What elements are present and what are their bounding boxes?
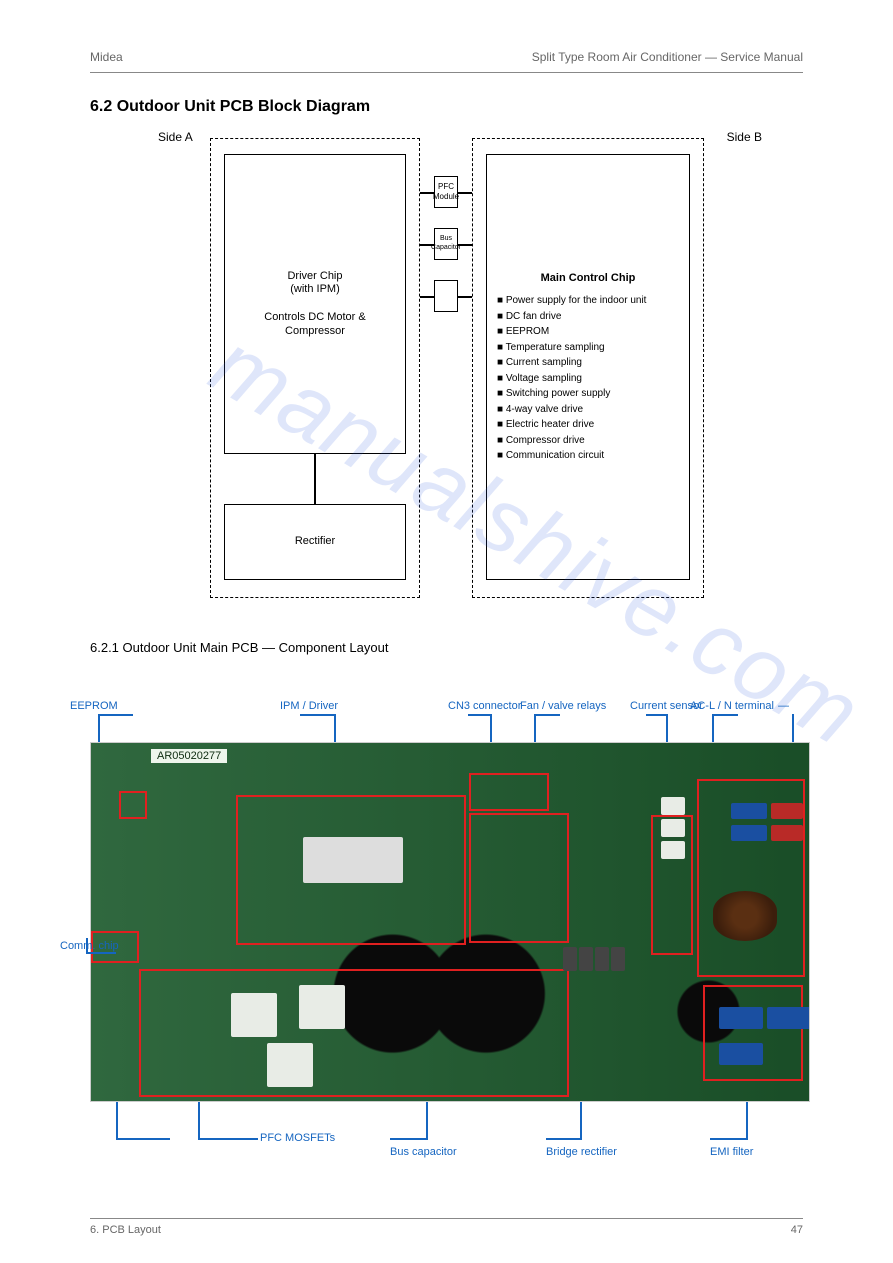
block-diagram: Side A Driver Chip (with IPM) Controls D… bbox=[210, 130, 710, 600]
pcb-board: AR05020277 bbox=[90, 742, 810, 1102]
side-b-item: ■ DC fan drive bbox=[497, 309, 679, 325]
side-b-box: Main Control Chip ■ Power supply for the… bbox=[486, 154, 690, 580]
lead-t1-h bbox=[98, 714, 133, 716]
header-brand: Midea bbox=[90, 50, 123, 64]
lead-t5-h bbox=[646, 714, 668, 716]
side-b-item: ■ Current sampling bbox=[497, 355, 679, 371]
pcb-component bbox=[771, 803, 803, 819]
header-title: Split Type Room Air Conditioner — Servic… bbox=[532, 50, 803, 64]
footer-rule bbox=[90, 1218, 803, 1219]
footer-section: 6. PCB Layout bbox=[90, 1224, 161, 1236]
side-b-item: ■ Voltage sampling bbox=[497, 371, 679, 387]
bus-1: PFC Module bbox=[434, 176, 458, 208]
side-b-item: ■ Power supply for the indoor unit bbox=[497, 293, 679, 309]
pcb-highlight bbox=[469, 773, 549, 811]
side-a-rectifier: Rectifier bbox=[224, 504, 406, 580]
pcb-highlight bbox=[119, 791, 147, 819]
pcb-component bbox=[661, 797, 685, 815]
lead-b1-h bbox=[116, 1138, 170, 1140]
pcb-component bbox=[595, 947, 609, 971]
callout-t4: Fan / valve relays bbox=[520, 700, 606, 714]
pcb-component bbox=[611, 947, 625, 971]
lead-b5-v bbox=[746, 1102, 748, 1138]
side-b-item: ■ EEPROM bbox=[497, 324, 679, 340]
pcb-component bbox=[731, 803, 767, 819]
callout-b2: PFC MOSFETs bbox=[260, 1132, 335, 1146]
lead-b2-v1 bbox=[198, 1102, 200, 1138]
callout-t7: — bbox=[778, 700, 789, 714]
side-b-item: ■ 4-way valve drive bbox=[497, 402, 679, 418]
side-b-item: ■ Temperature sampling bbox=[497, 340, 679, 356]
callout-t1: EEPROM bbox=[70, 700, 118, 714]
side-a-tip: Side A bbox=[158, 130, 193, 144]
section-title: 6.2 Outdoor Unit PCB Block Diagram bbox=[90, 98, 370, 116]
pcb-component bbox=[579, 947, 593, 971]
callout-t6: AC-L / N terminal bbox=[690, 700, 774, 714]
pcb-component bbox=[303, 837, 403, 883]
lead-l1-v bbox=[86, 938, 88, 954]
lead-t6-h bbox=[712, 714, 738, 716]
side-b-item: ■ Compressor drive bbox=[497, 433, 679, 449]
pcb-highlight bbox=[139, 969, 569, 1097]
pcb-figure: EEPROM IPM / Driver CN3 connector Fan / … bbox=[90, 700, 810, 1166]
pcb-component bbox=[719, 1043, 763, 1065]
callout-b5: EMI filter bbox=[710, 1146, 753, 1160]
pcb-component bbox=[731, 825, 767, 841]
lead-b3-h bbox=[390, 1138, 428, 1140]
lead-b4-h bbox=[546, 1138, 582, 1140]
side-a-main: Driver Chip (with IPM) Controls DC Motor… bbox=[224, 154, 406, 454]
callout-b4: Bridge rectifier bbox=[546, 1146, 617, 1160]
lead-b2-h bbox=[198, 1138, 258, 1140]
pcb-component bbox=[661, 819, 685, 837]
pcb-component bbox=[713, 891, 777, 941]
pcb-component bbox=[299, 985, 345, 1029]
pcb-highlight bbox=[469, 813, 569, 943]
callout-t3: CN3 connector bbox=[448, 700, 521, 714]
lead-b3-v bbox=[426, 1102, 428, 1138]
pcb-part-number: AR05020277 bbox=[151, 749, 227, 763]
header-rule bbox=[90, 72, 803, 73]
bus-2: Bus Capacitor bbox=[434, 228, 458, 260]
lead-t2-h bbox=[300, 714, 336, 716]
wire-a-vert bbox=[314, 454, 316, 504]
lead-b5-h bbox=[710, 1138, 748, 1140]
pcb-component bbox=[563, 947, 577, 971]
pcb-highlight bbox=[703, 985, 803, 1081]
side-b-item: ■ Switching power supply bbox=[497, 386, 679, 402]
side-b-item: ■ Communication circuit bbox=[497, 448, 679, 464]
lead-b4-v bbox=[580, 1102, 582, 1138]
pcb-component bbox=[661, 841, 685, 859]
callout-b3: Bus capacitor bbox=[390, 1146, 457, 1160]
pcb-component bbox=[267, 1043, 313, 1087]
side-b-tip: Side B bbox=[727, 130, 762, 144]
side-b-items: ■ Power supply for the indoor unit■ DC f… bbox=[497, 293, 679, 464]
pcb-component bbox=[231, 993, 277, 1037]
figure-title: 6.2.1 Outdoor Unit Main PCB — Component … bbox=[90, 640, 388, 655]
pcb-component bbox=[771, 825, 803, 841]
pcb-component bbox=[719, 1007, 763, 1029]
lead-b1-v bbox=[116, 1102, 118, 1138]
lead-l1-h bbox=[86, 952, 116, 954]
footer-page: 47 bbox=[791, 1224, 803, 1236]
pcb-component bbox=[767, 1007, 810, 1029]
bus-3 bbox=[434, 280, 458, 312]
lead-t3-h bbox=[468, 714, 492, 716]
lead-t4-h bbox=[534, 714, 560, 716]
side-b-item: ■ Electric heater drive bbox=[497, 417, 679, 433]
callout-t2: IPM / Driver bbox=[280, 700, 338, 714]
side-b-mcu: Main Control Chip bbox=[541, 270, 636, 287]
